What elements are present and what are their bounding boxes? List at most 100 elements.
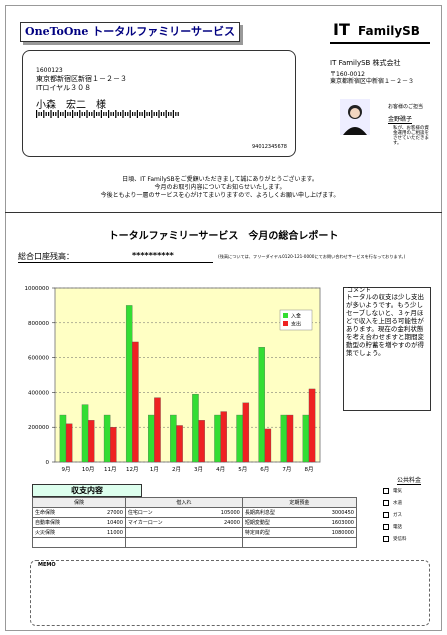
logo-text: FamilySB bbox=[358, 24, 420, 38]
table-cell: 1603000 bbox=[307, 518, 357, 528]
bar bbox=[303, 415, 309, 462]
barcode-bar bbox=[134, 112, 135, 116]
table-cell: 27000 bbox=[87, 508, 125, 518]
legend-swatch bbox=[283, 313, 288, 318]
barcode-bar bbox=[46, 112, 47, 116]
x-tick-label: 2月 bbox=[172, 466, 181, 473]
utilities: 電気水道ガス電話受信料 bbox=[383, 486, 407, 546]
barcode-bar bbox=[84, 112, 85, 116]
barcode-bar bbox=[156, 112, 157, 116]
barcode-bar bbox=[115, 110, 116, 118]
table-cell: 24000 bbox=[198, 518, 242, 528]
checkbox bbox=[383, 512, 389, 518]
table-cell: 自動車保険 bbox=[33, 518, 88, 528]
barcode-bar bbox=[106, 112, 107, 116]
barcode-bar bbox=[144, 110, 145, 118]
service-title: OneToOne トータルファミリーサービス bbox=[20, 22, 240, 42]
barcode-bar bbox=[170, 112, 171, 116]
balance-note: (残高については、フリーダイヤル0120-121-0000にてお問い合わせサービ… bbox=[218, 254, 405, 260]
checkbox bbox=[383, 536, 389, 542]
balance-rule bbox=[18, 262, 213, 263]
x-tick-label: 5月 bbox=[238, 466, 247, 473]
page: OneToOne トータルファミリーサービス IT FamilySB 16001… bbox=[0, 0, 447, 635]
bar bbox=[148, 415, 154, 462]
x-tick-label: 10月 bbox=[82, 466, 95, 473]
bar bbox=[221, 412, 227, 462]
recipient: 小森 宏二 様 bbox=[36, 96, 106, 111]
utility-label: 電話 bbox=[393, 525, 402, 530]
barcode-bar bbox=[110, 112, 111, 116]
legend-label: 支出 bbox=[291, 321, 301, 328]
table-cell bbox=[87, 538, 125, 548]
barcode-bar bbox=[62, 112, 63, 116]
bar bbox=[104, 415, 110, 462]
contact-note: 私が、お客様の資金運用のご相談をさせていただきます。 bbox=[393, 126, 431, 146]
utility-item: ガス bbox=[383, 510, 407, 522]
barcode-bar bbox=[137, 110, 138, 118]
barcode-bar bbox=[108, 110, 109, 118]
table-cell: 生命保険 bbox=[33, 508, 88, 518]
barcode-bar bbox=[55, 112, 56, 116]
contact-label: お客様のご担当 bbox=[388, 103, 423, 110]
table-header: 定期預金 bbox=[242, 498, 356, 508]
utility-label: 電気 bbox=[393, 489, 402, 494]
table-cell bbox=[198, 538, 242, 548]
table-cell: 長期高利息型 bbox=[242, 508, 306, 518]
table-title: 収支内容 bbox=[32, 484, 142, 497]
barcode-bar bbox=[86, 110, 87, 118]
barcode-bar bbox=[79, 110, 80, 118]
table-cell bbox=[242, 538, 306, 548]
divider bbox=[5, 212, 442, 213]
barcode-bar bbox=[173, 110, 174, 118]
barcode-bar bbox=[166, 110, 167, 118]
bar bbox=[199, 420, 205, 462]
bar bbox=[192, 394, 198, 462]
barcode-bar bbox=[168, 112, 169, 116]
address-postal: 1600123 bbox=[36, 67, 63, 74]
x-tick-label: 1月 bbox=[150, 466, 159, 473]
message-line: 日頃、IT FamilySBをご愛顧いただきまして誠にありがとうございます。 bbox=[20, 176, 420, 184]
message-line: 今後ともより一層のサービスを心がけてまいりますので、よろしくお願い申し上げます。 bbox=[20, 192, 420, 200]
barcode-bar bbox=[53, 112, 54, 116]
table-header-row: 保険借入れ定期預金 bbox=[33, 498, 357, 508]
contact-photo bbox=[340, 99, 370, 135]
table-cell bbox=[307, 538, 357, 548]
chart: (円)過去１年の総合口座お取引の明細0200000400000600000800… bbox=[0, 268, 335, 478]
barcode-bar bbox=[178, 112, 179, 116]
table-cell: 11000 bbox=[87, 528, 125, 538]
y-tick-label: 1000000 bbox=[25, 286, 50, 292]
barcode-bar bbox=[120, 112, 121, 116]
barcode-bar bbox=[122, 110, 123, 118]
balance-value: ********** bbox=[132, 251, 174, 260]
barcode-bar bbox=[41, 112, 42, 116]
message: 日頃、IT FamilySBをご愛顧いただきまして誠にありがとうございます。今月… bbox=[20, 176, 420, 200]
barcode-bar bbox=[151, 110, 152, 118]
barcode-bar bbox=[132, 112, 133, 116]
utility-item: 受信料 bbox=[383, 534, 407, 546]
checkbox bbox=[383, 524, 389, 530]
bar bbox=[132, 342, 138, 462]
barcode-bar bbox=[130, 110, 131, 118]
barcode-bar bbox=[38, 112, 39, 116]
bar bbox=[154, 398, 160, 462]
barcode-bar bbox=[161, 112, 162, 116]
barcode-bar bbox=[163, 112, 164, 116]
y-tick-label: 400000 bbox=[28, 390, 49, 396]
memo-box bbox=[30, 560, 430, 626]
utilities-title: 公共料金 bbox=[397, 475, 421, 485]
y-tick-label: 600000 bbox=[28, 356, 49, 362]
comment-text: トータルの収支は少し支出が多いようです。もう少しセーブしないと、３ヶ月ほどで収入… bbox=[346, 293, 428, 357]
table-cell: 1080000 bbox=[307, 528, 357, 538]
checkbox bbox=[383, 488, 389, 494]
utility-item: 電気 bbox=[383, 486, 407, 498]
checkbox bbox=[383, 500, 389, 506]
y-tick-label: 200000 bbox=[28, 425, 49, 431]
bar bbox=[309, 389, 315, 462]
x-tick-label: 3月 bbox=[194, 466, 203, 473]
table-cell: 特定目的型 bbox=[242, 528, 306, 538]
bar bbox=[66, 424, 72, 462]
